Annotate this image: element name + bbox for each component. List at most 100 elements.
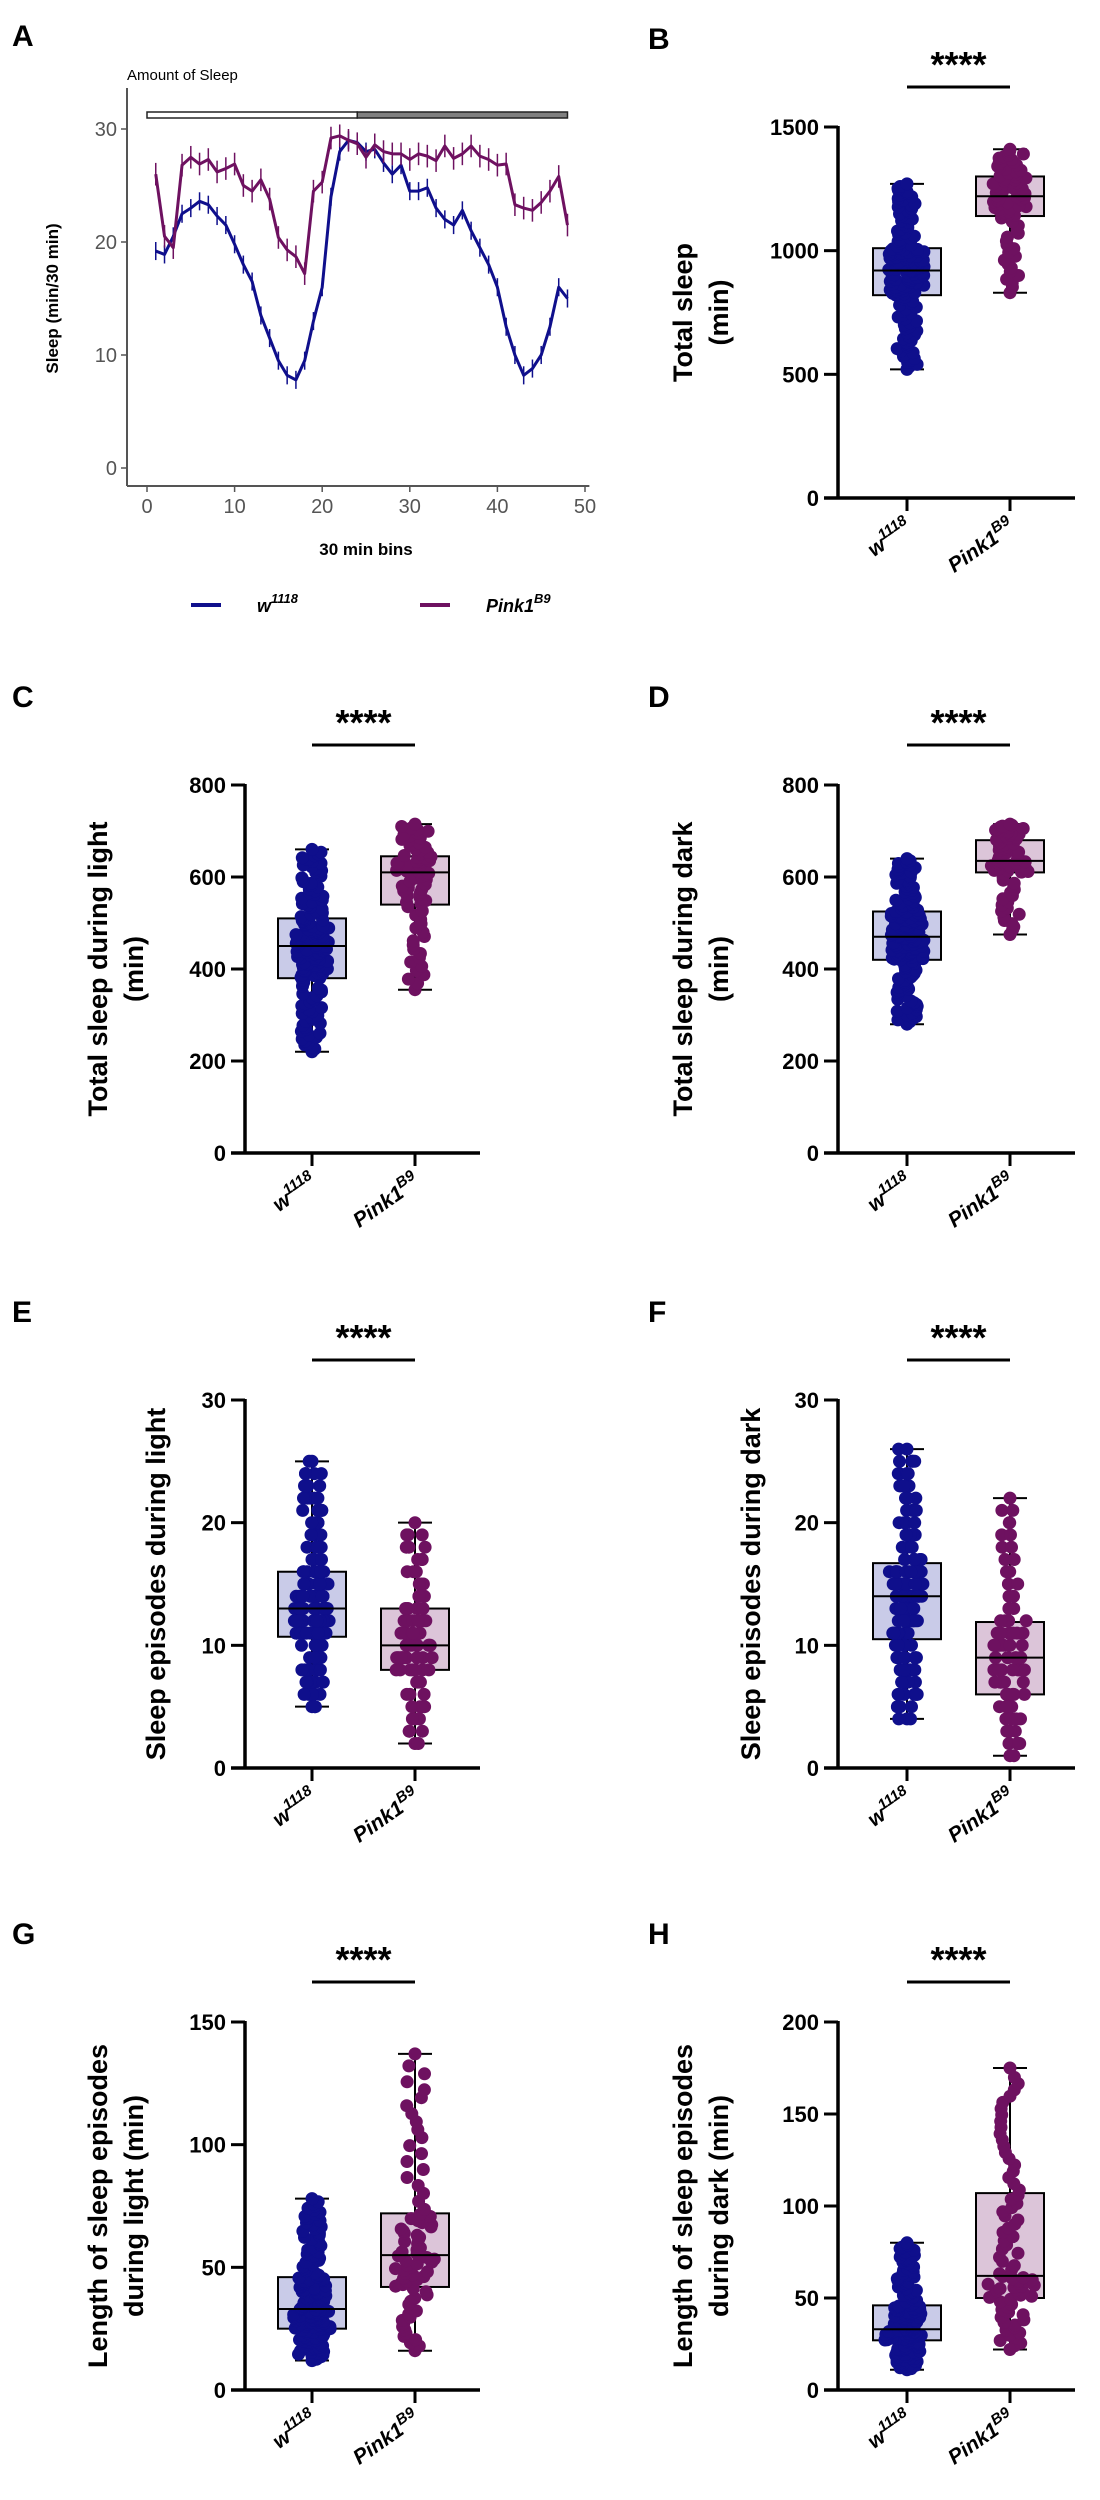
- data-point-pink1: [415, 1724, 429, 1738]
- data-point-pink1: [396, 1626, 410, 1640]
- x-tick-label-w1118: w1118: [266, 1782, 321, 1832]
- y-tick-label: 800: [189, 773, 226, 798]
- data-point-pink1: [1003, 817, 1017, 831]
- data-point-w1118: [311, 981, 325, 995]
- data-point-w1118: [897, 1614, 911, 1628]
- x-tick-label-w1118: w1118: [861, 1782, 916, 1832]
- data-point-w1118: [890, 342, 904, 356]
- data-point-w1118: [313, 1577, 327, 1591]
- x-axis-label: 30 min bins: [319, 540, 413, 559]
- data-point-w1118: [304, 1528, 318, 1542]
- data-point-w1118: [899, 1528, 913, 1542]
- data-point-pink1: [400, 2075, 414, 2089]
- data-point-pink1: [411, 1614, 425, 1628]
- y-axis-label-line: (min): [704, 936, 734, 1002]
- data-point-w1118: [891, 1687, 905, 1701]
- significance-stars: ****: [335, 702, 391, 743]
- data-point-w1118: [295, 1638, 308, 1652]
- data-point-w1118: [895, 1675, 909, 1689]
- data-point-w1118: [892, 1712, 906, 1726]
- data-point-pink1: [1006, 1687, 1020, 1701]
- data-point-w1118: [909, 1687, 923, 1701]
- data-point-pink1: [1007, 1749, 1021, 1763]
- data-point-w1118: [290, 1614, 304, 1628]
- data-point-pink1: [994, 1626, 1008, 1640]
- dark-phase-bar: [356, 111, 569, 119]
- x-tick-label-pink1: Pink1B9: [347, 2404, 425, 2470]
- y-axis-label-line: Length of sleep episodes: [83, 2044, 113, 2368]
- data-point-w1118: [300, 1540, 314, 1554]
- data-point-pink1: [993, 2267, 1007, 2281]
- data-point-w1118: [295, 1663, 309, 1677]
- x-tick-label: 20: [311, 496, 333, 518]
- panel-letter: B: [648, 23, 670, 56]
- data-point-pink1: [406, 934, 420, 948]
- x-tick-label-pink1: Pink1B9: [347, 1167, 425, 1233]
- y-axis-label-line: during light (min): [119, 2095, 149, 2317]
- group-label-superscript: 1118: [875, 1782, 911, 1814]
- y-tick-label: 200: [189, 1049, 226, 1074]
- y-tick-label: 100: [782, 2194, 819, 2219]
- legend-label-w1118: w1118: [257, 591, 299, 616]
- data-point-pink1: [1016, 147, 1030, 161]
- data-point-w1118: [898, 1553, 912, 1566]
- panel-letter: D: [648, 681, 670, 714]
- data-point-w1118: [296, 1503, 310, 1517]
- data-point-w1118: [296, 1589, 310, 1603]
- x-tick-label: 0: [141, 496, 152, 518]
- data-point-w1118: [890, 1004, 904, 1018]
- data-point-pink1: [1006, 1503, 1020, 1517]
- data-point-pink1: [1016, 2308, 1030, 2322]
- data-point-w1118: [909, 1503, 923, 1517]
- data-point-w1118: [308, 1651, 322, 1665]
- data-point-w1118: [315, 1589, 329, 1603]
- data-point-w1118: [908, 1577, 922, 1591]
- data-point-pink1: [415, 1553, 429, 1566]
- y-axis-label-line: Length of sleep episodes: [668, 2044, 698, 2368]
- data-point-w1118: [297, 1577, 311, 1591]
- data-point-pink1: [409, 1565, 423, 1579]
- data-point-pink1: [416, 1700, 429, 1714]
- data-point-w1118: [311, 1626, 325, 1640]
- group-label-superscript: 1118: [875, 2404, 911, 2436]
- x-tick-label-pink1: Pink1B9: [942, 1167, 1020, 1233]
- data-point-pink1: [394, 1651, 408, 1665]
- group-label-superscript: 1118: [271, 591, 299, 606]
- data-point-w1118: [891, 1700, 904, 1714]
- data-point-pink1: [402, 2059, 416, 2073]
- y-axis-label-line: (min): [119, 936, 149, 1002]
- x-tick-label: 50: [574, 496, 596, 518]
- data-point-w1118: [289, 928, 303, 942]
- panel-c: C **** 0 200 400 600 800 Total sleep during lig…: [12, 681, 480, 1232]
- data-point-pink1: [413, 1675, 427, 1689]
- y-tick-label: 400: [782, 957, 819, 982]
- data-point-pink1: [1006, 1626, 1020, 1640]
- data-point-pink1: [415, 2147, 428, 2161]
- data-point-w1118: [316, 1675, 330, 1689]
- data-point-w1118: [313, 1479, 327, 1493]
- data-point-w1118: [900, 1442, 914, 1456]
- panel-e: E **** 0 10 20 30 Sleep episodes during light w…: [12, 1296, 480, 1847]
- data-point-pink1: [1000, 230, 1014, 244]
- data-point-pink1: [400, 2155, 414, 2168]
- data-point-pink1: [416, 1602, 430, 1615]
- data-point-pink1: [1007, 2259, 1021, 2273]
- data-point-w1118: [908, 1663, 922, 1677]
- data-point-pink1: [400, 1528, 414, 1542]
- panel-letter: E: [12, 1296, 32, 1329]
- data-point-pink1: [1016, 1675, 1030, 1689]
- data-point-pink1: [1005, 1540, 1018, 1554]
- data-point-pink1: [399, 1602, 413, 1615]
- data-point-w1118: [891, 1638, 905, 1652]
- data-point-pink1: [987, 1638, 1001, 1652]
- data-point-w1118: [315, 1503, 329, 1517]
- data-point-pink1: [993, 2282, 1007, 2296]
- x-tick-label-w1118: w1118: [861, 2404, 916, 2454]
- data-point-pink1: [421, 824, 435, 838]
- data-point-w1118: [900, 1503, 914, 1517]
- significance-stars: ****: [335, 1939, 391, 1980]
- data-point-pink1: [1006, 1663, 1020, 1677]
- data-point-w1118: [299, 1467, 312, 1481]
- data-point-w1118: [299, 1479, 313, 1493]
- y-tick-label: 20: [95, 232, 117, 254]
